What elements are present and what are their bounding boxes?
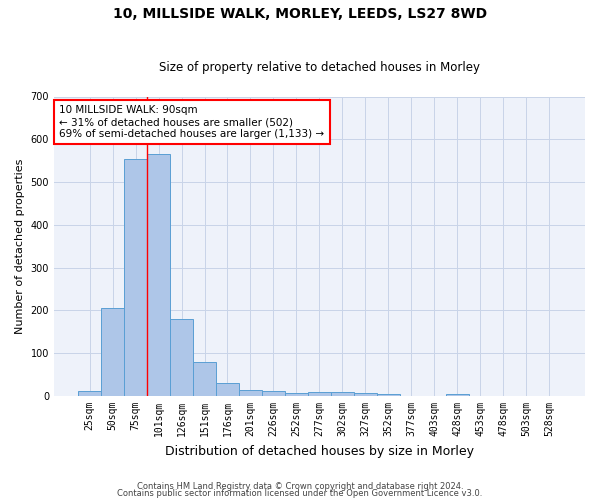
Y-axis label: Number of detached properties: Number of detached properties	[15, 158, 25, 334]
X-axis label: Distribution of detached houses by size in Morley: Distribution of detached houses by size …	[165, 444, 474, 458]
Text: Contains HM Land Registry data © Crown copyright and database right 2024.: Contains HM Land Registry data © Crown c…	[137, 482, 463, 491]
Bar	[377, 394, 400, 396]
Bar	[101, 308, 124, 396]
Bar	[170, 319, 193, 396]
Bar	[216, 383, 239, 396]
Bar	[446, 394, 469, 396]
Bar	[193, 362, 216, 396]
Bar	[354, 392, 377, 396]
Bar	[78, 391, 101, 396]
Bar	[239, 390, 262, 396]
Text: 10, MILLSIDE WALK, MORLEY, LEEDS, LS27 8WD: 10, MILLSIDE WALK, MORLEY, LEEDS, LS27 8…	[113, 8, 487, 22]
Text: 10 MILLSIDE WALK: 90sqm
← 31% of detached houses are smaller (502)
69% of semi-d: 10 MILLSIDE WALK: 90sqm ← 31% of detache…	[59, 106, 325, 138]
Bar	[262, 391, 285, 396]
Title: Size of property relative to detached houses in Morley: Size of property relative to detached ho…	[159, 62, 480, 74]
Bar	[331, 392, 354, 396]
Bar	[285, 394, 308, 396]
Text: Contains public sector information licensed under the Open Government Licence v3: Contains public sector information licen…	[118, 490, 482, 498]
Bar	[124, 158, 147, 396]
Bar	[308, 392, 331, 396]
Bar	[147, 154, 170, 396]
